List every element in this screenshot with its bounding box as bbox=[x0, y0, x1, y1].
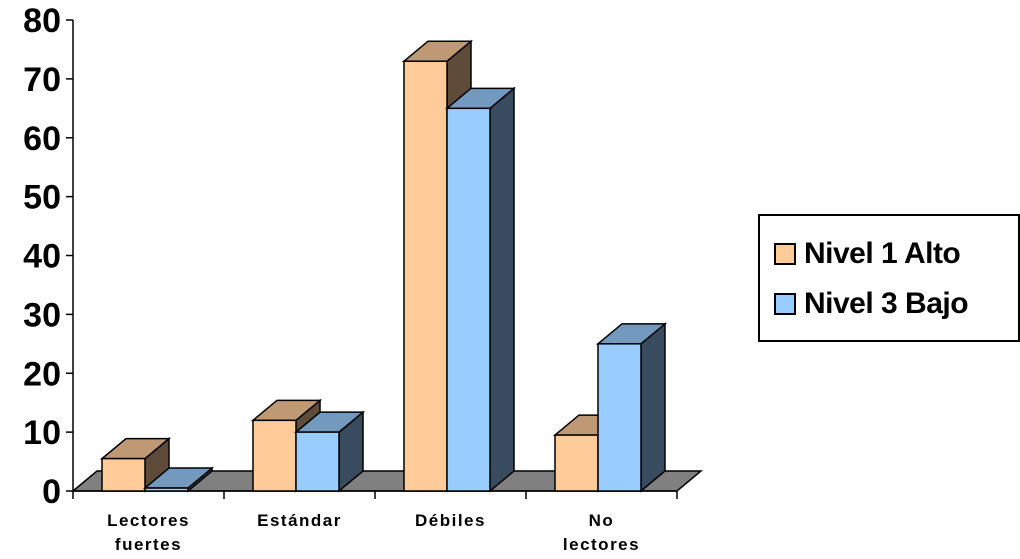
y-tick-label: 80 bbox=[23, 2, 61, 40]
chart-legend: Nivel 1 Alto Nivel 3 Bajo bbox=[758, 214, 1020, 342]
x-tick-label: Débiles bbox=[415, 511, 486, 530]
legend-swatch-series-2 bbox=[774, 293, 796, 315]
y-tick-label: 0 bbox=[42, 473, 61, 511]
x-tick-label: fuertes bbox=[115, 535, 182, 554]
y-tick-label: 70 bbox=[23, 61, 61, 99]
y-tick-label: 50 bbox=[23, 179, 61, 217]
bar-3-series-2 bbox=[444, 86, 517, 493]
legend-swatch-series-1 bbox=[774, 243, 796, 265]
legend-label-series-2: Nivel 3 Bajo bbox=[804, 287, 969, 320]
x-tick-label: Lectores bbox=[107, 511, 190, 530]
chart-labels: 0 10 20 30 40 50 60 70 80 Lectores fuertes Estándar… bbox=[23, 2, 640, 554]
legend-label-series-1: Nivel 1 Alto bbox=[804, 237, 961, 270]
x-tick-label: No bbox=[589, 511, 615, 530]
legend-item-series-1: Nivel 1 Alto bbox=[774, 234, 961, 274]
x-tick-label: Estándar bbox=[257, 511, 342, 530]
bar-1-series-1 bbox=[99, 437, 172, 493]
y-tick-label: 60 bbox=[23, 120, 61, 158]
bar-4-series-2 bbox=[595, 322, 668, 493]
bar-2-series-2 bbox=[293, 410, 366, 493]
y-tick-label: 30 bbox=[23, 296, 61, 334]
bar-1-series-2 bbox=[142, 466, 215, 493]
y-tick-label: 40 bbox=[23, 238, 61, 276]
legend-item-series-2: Nivel 3 Bajo bbox=[774, 284, 969, 324]
y-tick-label: 10 bbox=[23, 414, 61, 452]
x-tick-label: lectores bbox=[563, 535, 640, 554]
chart-bars bbox=[99, 39, 668, 493]
y-tick-label: 20 bbox=[23, 355, 61, 393]
